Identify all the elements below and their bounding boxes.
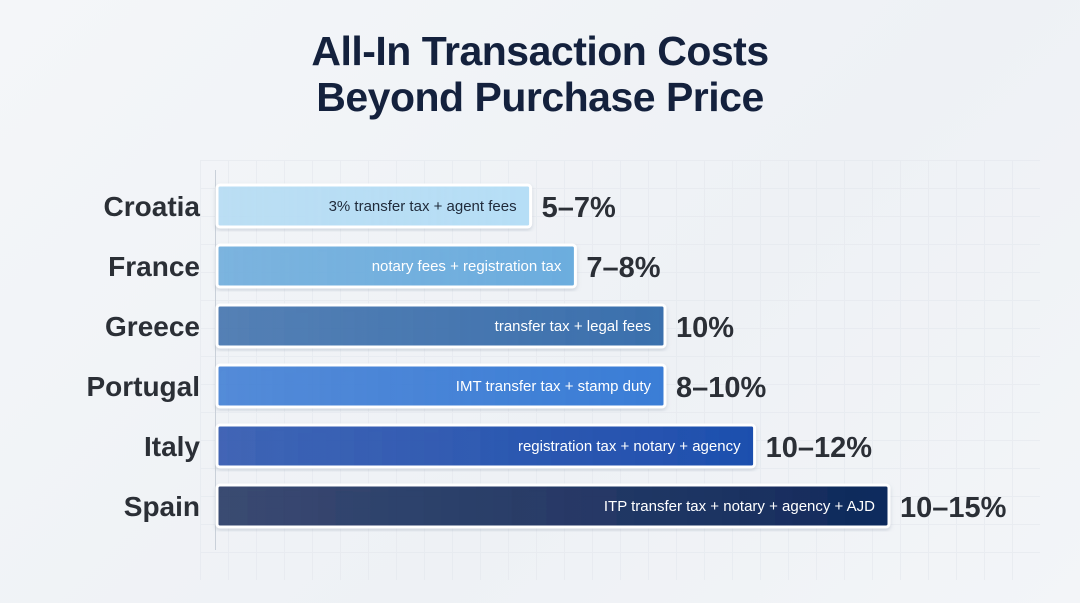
y-axis-line <box>215 170 216 550</box>
title-line-1: All-In Transaction Costs <box>311 28 769 74</box>
title-line-2: Beyond Purchase Price <box>316 74 764 120</box>
bar-greece <box>215 303 667 349</box>
bar-annotation: transfer tax + legal fees <box>495 318 651 335</box>
value-label: 7–8% <box>586 252 660 284</box>
value-label: 10–12% <box>766 432 873 464</box>
bar-annotation: IMT transfer tax + stamp duty <box>456 378 652 395</box>
bar-spain <box>215 483 891 529</box>
bar-annotation: registration tax + notary + agency <box>518 438 741 455</box>
bar-annotation: 3% transfer tax + agent fees <box>329 198 517 215</box>
category-label: Spain <box>124 491 200 522</box>
bar-italy <box>215 423 757 469</box>
category-label: France <box>108 251 200 282</box>
chart-title: All-In Transaction Costs Beyond Purchase… <box>0 28 1080 120</box>
category-label: Greece <box>105 311 200 342</box>
category-label: Italy <box>144 431 200 462</box>
value-label: 10% <box>676 312 734 344</box>
category-label: Portugal <box>86 371 200 402</box>
bar-france <box>215 243 577 289</box>
bar-portugal <box>215 363 667 409</box>
value-label: 8–10% <box>676 372 767 404</box>
category-label: Croatia <box>104 191 201 222</box>
bar-annotation: notary fees + registration tax <box>372 258 562 275</box>
bar-croatia <box>215 183 533 229</box>
value-label: 5–7% <box>542 192 616 224</box>
value-label: 10–15% <box>900 492 1007 524</box>
bar-annotation: ITP transfer tax + notary + agency + AJD <box>604 498 875 515</box>
